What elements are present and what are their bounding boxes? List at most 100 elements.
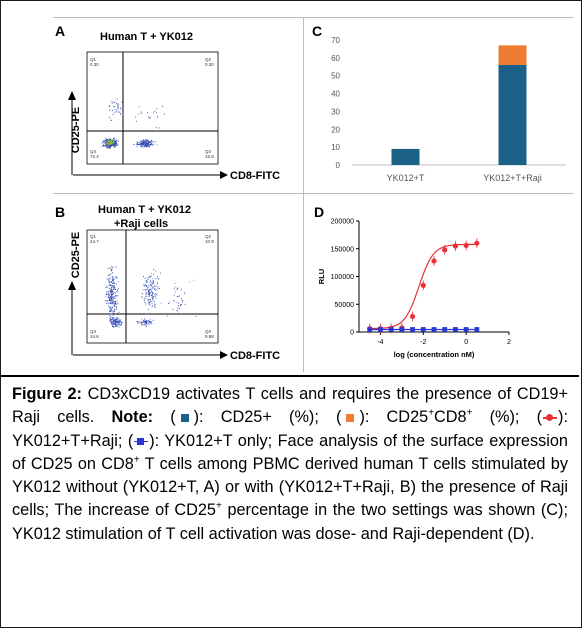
flow-event-dot <box>155 293 157 295</box>
flow-event-dot <box>173 294 175 296</box>
flow-event-dot <box>110 313 112 315</box>
flow-event-dot <box>175 291 176 293</box>
flow-event-dot <box>146 145 148 147</box>
grid-line-top <box>53 17 574 18</box>
flow-event-dot <box>146 324 148 325</box>
flow-event-dot <box>177 287 179 289</box>
flow-event-dot <box>109 280 111 282</box>
flow-event-dot <box>116 98 118 100</box>
flow-event-dot <box>111 322 113 324</box>
flow-event-dot <box>137 113 139 115</box>
flow-event-dot <box>118 320 120 322</box>
flow-event-dot <box>114 310 115 312</box>
flow-event-dot <box>116 109 118 110</box>
flow-event-dot <box>108 305 109 307</box>
panel-d-ytick-label: 0 <box>350 330 354 337</box>
flow-event-dot <box>109 276 111 278</box>
flow-event-dot <box>178 313 179 314</box>
flow-event-dot <box>140 140 142 142</box>
panel-a-q3-label: Q3 <box>205 149 212 154</box>
flow-event-dot <box>109 284 111 285</box>
flow-event-dot <box>113 112 115 114</box>
panel-c-ytick-label: 0 <box>336 161 341 170</box>
flow-event-dot <box>174 286 176 288</box>
flow-event-dot <box>148 303 150 305</box>
flow-event-dot <box>146 322 147 324</box>
panel-b-plot-box <box>86 229 219 344</box>
panel-d-point <box>420 282 426 288</box>
panel-b-flow-plot: Human T + YK012 +Raji cells CD25-PE CD8-… <box>68 204 280 362</box>
panel-b-x-arrow-head <box>220 351 228 359</box>
flow-event-dot <box>111 270 112 271</box>
flow-event-dot <box>149 318 151 320</box>
flow-event-dot <box>113 145 115 146</box>
flow-event-dot <box>107 290 109 292</box>
flow-event-dot <box>114 285 115 287</box>
flow-event-dot <box>111 319 113 321</box>
flow-event-dot <box>151 283 153 285</box>
flow-event-dot <box>148 320 150 322</box>
flow-event-dot <box>109 285 111 287</box>
flow-event-dot <box>110 142 111 144</box>
flow-event-dot <box>116 325 118 327</box>
flow-event-dot <box>113 292 115 294</box>
flow-event-dot <box>110 298 112 300</box>
panel-a-q2-label: Q2 <box>205 57 212 62</box>
flow-event-dot <box>118 106 119 108</box>
flow-event-dot <box>133 144 135 145</box>
panel-d-ytick-label: 50000 <box>335 302 355 309</box>
flow-event-dot <box>141 146 143 148</box>
flow-event-dot <box>106 145 108 147</box>
flow-event-dot <box>150 272 152 274</box>
flow-event-dot <box>140 145 142 147</box>
flow-event-dot <box>113 106 115 108</box>
flow-event-dot <box>154 304 156 305</box>
flow-event-dot <box>147 298 149 300</box>
flow-event-dot <box>108 293 110 295</box>
flow-event-dot <box>144 322 146 324</box>
flow-event-dot <box>106 139 108 141</box>
flow-event-dot <box>146 293 148 295</box>
flow-event-dot <box>115 141 117 143</box>
caption-text-9: T cells among PBMC derived human T cells… <box>12 454 568 520</box>
flow-event-dot <box>113 305 115 307</box>
flow-event-dot <box>114 144 116 145</box>
panel-d-ylabel: RLU <box>317 269 326 284</box>
flow-event-dot <box>151 302 153 304</box>
flow-event-dot <box>148 319 149 321</box>
panel-d-point <box>388 327 394 332</box>
flow-event-dot <box>113 143 115 144</box>
flow-event-dot <box>152 282 154 284</box>
flow-event-dot <box>108 146 110 148</box>
flow-event-dot <box>145 289 147 291</box>
flow-event-dot <box>118 288 119 290</box>
flow-event-dot <box>146 280 148 282</box>
flow-event-dot <box>113 317 115 319</box>
flow-event-dot <box>144 142 145 144</box>
flow-event-dot <box>109 109 111 111</box>
flow-event-dot <box>112 114 114 115</box>
flow-event-dot <box>146 286 148 288</box>
flow-event-dot <box>110 320 112 322</box>
flow-event-dot <box>119 108 121 110</box>
flow-event-dot <box>109 291 111 292</box>
flow-event-dot <box>103 140 104 142</box>
flow-event-dot <box>152 298 153 300</box>
caption-text-2: ( <box>153 408 176 427</box>
flow-event-dot <box>152 299 154 301</box>
flow-event-dot <box>141 321 143 323</box>
flow-event-dot <box>109 298 111 299</box>
legend-blue-square-icon <box>133 437 149 447</box>
flow-event-dot <box>116 307 117 309</box>
flow-event-dot <box>112 320 114 322</box>
flow-event-dot <box>145 293 147 295</box>
flow-event-dot <box>115 321 116 323</box>
flow-event-dot <box>112 287 114 289</box>
flow-event-dot <box>142 143 144 145</box>
caption-text-1: CD3xCD19 activates T cells and requires … <box>12 385 568 427</box>
flow-event-dot <box>106 291 108 293</box>
caption-text-8: ): YK012+T only; Face analysis of the su… <box>12 431 568 473</box>
panel-a-q1-value: 0.30 <box>90 62 99 67</box>
flow-event-dot <box>152 144 153 146</box>
flow-event-dot <box>112 142 113 144</box>
